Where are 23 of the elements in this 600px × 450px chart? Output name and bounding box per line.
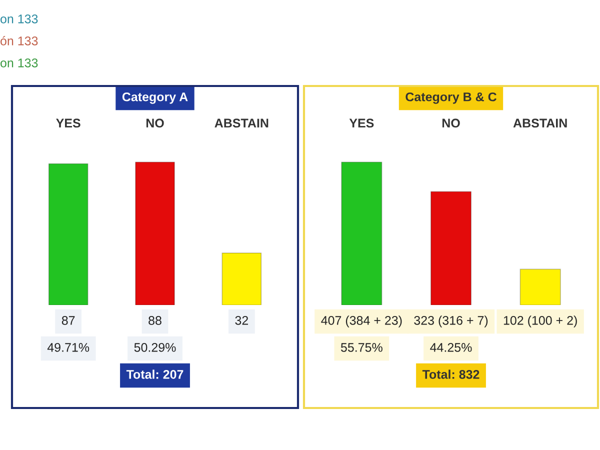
text: 50.29% bbox=[134, 343, 176, 352]
data-label: 88 bbox=[148, 316, 162, 325]
text: 44.25% bbox=[430, 343, 472, 352]
x-tick-label: ABSTAIN bbox=[214, 118, 268, 128]
chart-title: Category A bbox=[122, 92, 188, 104]
x-tick-label: NO bbox=[146, 118, 164, 128]
data-label: 407 (384 + 23) bbox=[321, 316, 402, 328]
text: ón 133 bbox=[0, 36, 38, 46]
text: Total: 832 bbox=[422, 370, 480, 379]
text: on 133 bbox=[0, 14, 38, 24]
x-tick-label: YES bbox=[56, 118, 80, 128]
text: 49.71% bbox=[47, 343, 90, 352]
x-tick-label: ABSTAIN bbox=[513, 118, 567, 128]
x-tick-label: NO bbox=[442, 118, 460, 128]
text: 55.75% bbox=[340, 343, 382, 352]
data-label: 323 (316 + 7) bbox=[414, 316, 488, 328]
x-tick-label: YES bbox=[349, 118, 374, 128]
data-label: 102 (100 + 2) bbox=[504, 316, 577, 328]
data-label: 87 bbox=[62, 316, 75, 325]
chart-title: Category B & C bbox=[406, 92, 496, 104]
text: on 133 bbox=[0, 58, 38, 68]
text: Total: 207 bbox=[126, 370, 184, 379]
data-label: 32 bbox=[235, 316, 248, 325]
